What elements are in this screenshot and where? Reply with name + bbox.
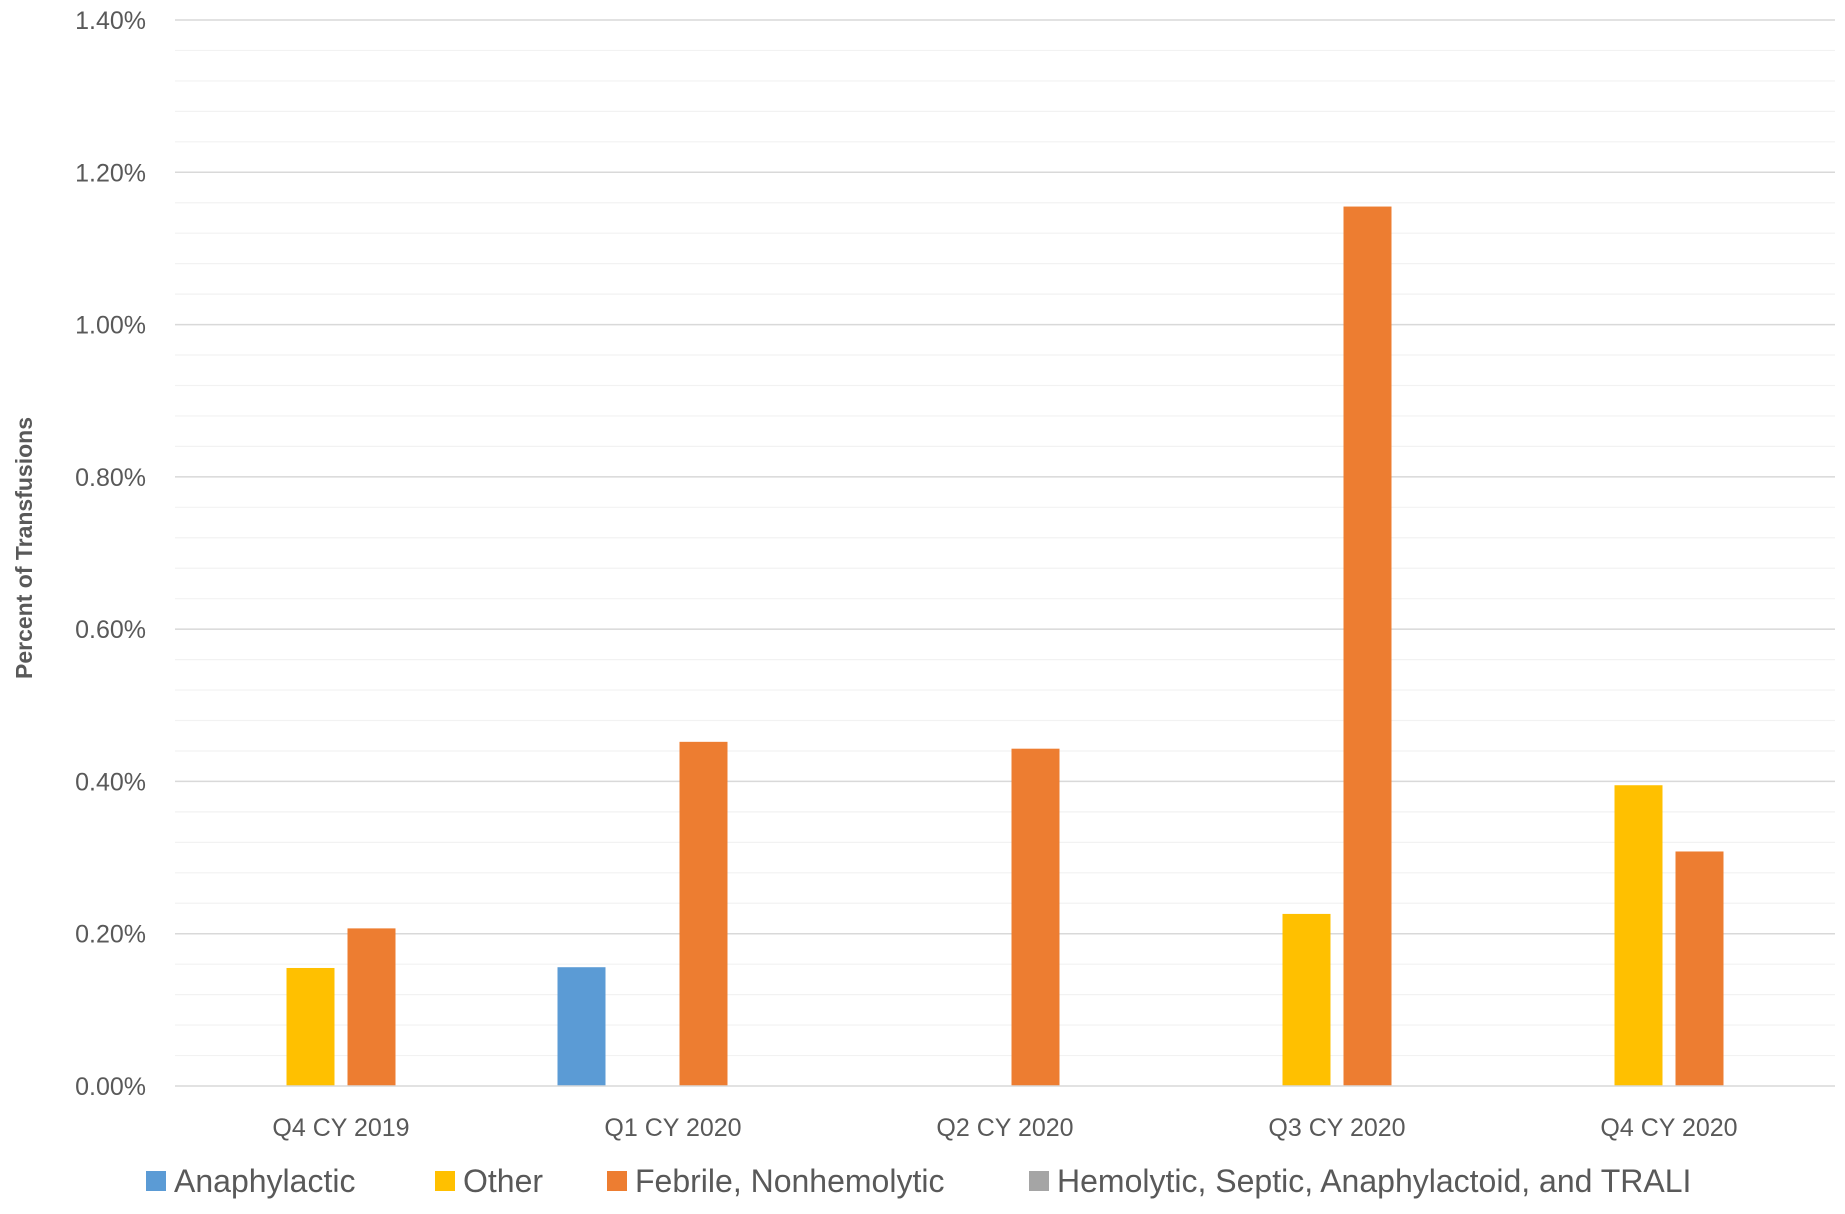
legend-swatch: [607, 1171, 627, 1191]
y-tick-label: 0.00%: [75, 1073, 146, 1101]
legend-swatch: [435, 1171, 455, 1191]
minor-gridlines: [175, 49, 1835, 1057]
legend-swatch: [146, 1171, 166, 1191]
legend-label: Hemolytic, Septic, Anaphylactoid, and TR…: [1057, 1163, 1691, 1199]
legend-label: Anaphylactic: [174, 1163, 355, 1199]
y-tick-label: 1.20%: [75, 159, 146, 187]
bar-anaphylactic-2: [557, 967, 606, 1086]
x-category-label: Q4 CY 2020: [1600, 1114, 1737, 1142]
y-tick-label: 0.60%: [75, 616, 146, 644]
bar-febrile-nonhemolytic-1: [347, 928, 396, 1086]
y-tick-label: 0.20%: [75, 921, 146, 949]
x-axis-category-labels: Q4 CY 2019 Q1 CY 2020 Q2 CY 2020 Q3 CY 2020…: [272, 1114, 1737, 1142]
bar-febrile-nonhemolytic-5: [1675, 851, 1724, 1086]
bars: [286, 206, 1724, 1087]
y-tick-label: 0.80%: [75, 464, 146, 492]
major-gridlines: [175, 19, 1835, 935]
bar-other-5: [1614, 785, 1663, 1086]
legend-label: Other: [463, 1163, 543, 1199]
legend-swatch: [1029, 1171, 1049, 1191]
x-category-label: Q4 CY 2019: [272, 1114, 409, 1142]
bar-other-1: [286, 967, 335, 1086]
y-axis-tick-labels: 0.00% 0.20% 0.40% 0.60% 0.80% 1.00% 1.20% 1.40%: [75, 7, 146, 1101]
y-tick-label: 1.40%: [75, 7, 146, 35]
legend: Anaphylactic Other Febrile, Nonhemolytic He…: [146, 1163, 1691, 1199]
x-category-label: Q3 CY 2020: [1268, 1114, 1405, 1142]
y-tick-label: 0.40%: [75, 768, 146, 796]
y-axis-title: Percent of Transfusions: [11, 417, 37, 679]
x-category-label: Q2 CY 2020: [936, 1114, 1073, 1142]
bar-febrile-nonhemolytic-4: [1343, 206, 1392, 1087]
x-category-label: Q1 CY 2020: [604, 1114, 741, 1142]
y-tick-label: 1.00%: [75, 312, 146, 340]
legend-label: Febrile, Nonhemolytic: [635, 1163, 944, 1199]
bar-febrile-nonhemolytic-3: [1011, 748, 1060, 1086]
bar-other-4: [1282, 913, 1331, 1086]
bar-febrile-nonhemolytic-2: [679, 741, 728, 1086]
